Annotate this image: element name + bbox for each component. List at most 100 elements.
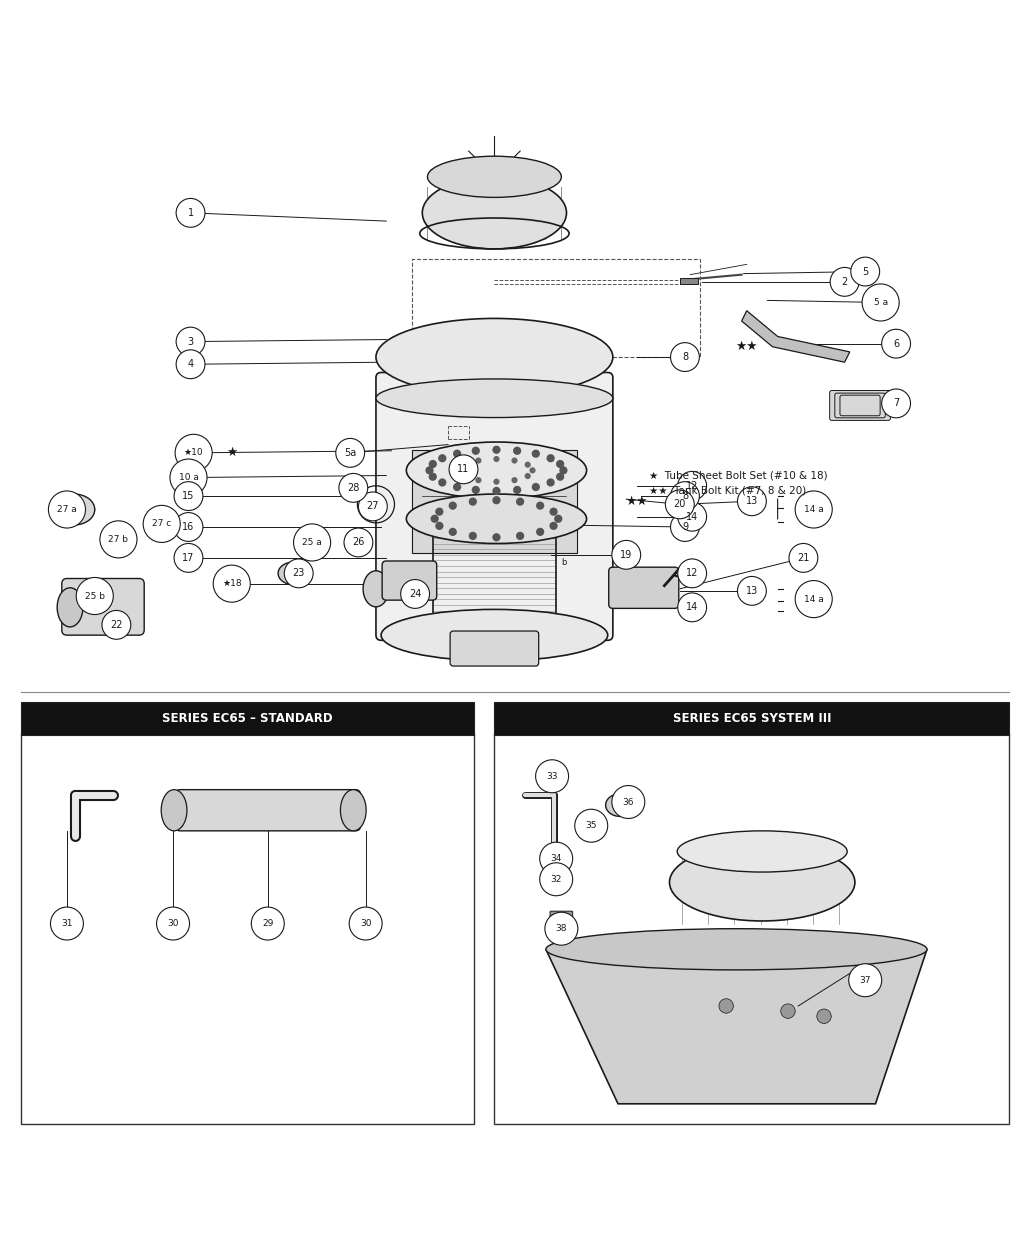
Text: 30: 30 (359, 919, 372, 929)
Text: 27: 27 (367, 501, 379, 512)
Polygon shape (742, 311, 850, 362)
FancyBboxPatch shape (494, 733, 1009, 1124)
FancyBboxPatch shape (382, 561, 437, 600)
Circle shape (174, 481, 203, 510)
Circle shape (176, 198, 205, 227)
FancyBboxPatch shape (412, 450, 577, 553)
Circle shape (513, 486, 521, 494)
Text: 14: 14 (686, 512, 698, 522)
Circle shape (575, 809, 608, 842)
Circle shape (862, 284, 899, 321)
Text: 37: 37 (859, 975, 871, 985)
Circle shape (524, 472, 530, 479)
Text: 15: 15 (182, 491, 195, 501)
Text: SERIES EC65 – STANDARD: SERIES EC65 – STANDARD (162, 712, 333, 724)
Circle shape (882, 389, 911, 418)
Circle shape (524, 461, 530, 467)
Circle shape (737, 576, 766, 605)
Text: ★: ★ (227, 577, 237, 590)
Text: SERIES EC65 SYSTEM III: SERIES EC65 SYSTEM III (673, 712, 831, 724)
Circle shape (436, 508, 444, 515)
Circle shape (401, 580, 430, 609)
Circle shape (102, 610, 131, 639)
Circle shape (536, 501, 544, 510)
Ellipse shape (422, 176, 566, 249)
Circle shape (849, 964, 882, 997)
Circle shape (559, 466, 568, 475)
Circle shape (425, 466, 434, 475)
Circle shape (536, 528, 544, 536)
Circle shape (737, 486, 766, 515)
Ellipse shape (541, 869, 566, 885)
Circle shape (284, 559, 313, 587)
Text: 25 a: 25 a (302, 538, 322, 547)
Circle shape (438, 479, 446, 486)
Circle shape (251, 907, 284, 940)
Circle shape (678, 593, 707, 621)
Circle shape (336, 438, 365, 467)
Text: 32: 32 (550, 874, 562, 883)
Circle shape (339, 474, 368, 503)
Circle shape (665, 490, 694, 519)
Ellipse shape (406, 442, 587, 499)
Ellipse shape (54, 494, 95, 525)
Circle shape (547, 454, 555, 462)
Text: 26: 26 (352, 538, 365, 547)
Text: 35: 35 (585, 822, 597, 830)
Circle shape (428, 472, 437, 481)
Circle shape (513, 446, 521, 455)
Circle shape (349, 907, 382, 940)
FancyBboxPatch shape (609, 567, 679, 609)
Text: 21: 21 (797, 553, 810, 563)
Ellipse shape (381, 610, 608, 662)
Circle shape (795, 491, 832, 528)
Text: 14 a: 14 a (803, 595, 824, 604)
Circle shape (469, 498, 477, 505)
Text: 10 a: 10 a (178, 472, 199, 483)
Text: 11: 11 (457, 465, 470, 474)
Ellipse shape (606, 794, 634, 816)
Text: ★  Tube Sheet Bolt Set (#10 & 18): ★ Tube Sheet Bolt Set (#10 & 18) (649, 470, 827, 480)
Circle shape (671, 343, 699, 372)
Circle shape (493, 456, 500, 462)
Text: 2: 2 (842, 277, 848, 287)
Circle shape (678, 559, 707, 587)
Text: ★★: ★★ (735, 340, 758, 353)
FancyBboxPatch shape (834, 393, 886, 418)
Circle shape (174, 513, 203, 542)
Circle shape (449, 501, 457, 510)
Ellipse shape (427, 156, 561, 198)
FancyBboxPatch shape (840, 396, 880, 416)
Text: 16: 16 (182, 522, 195, 532)
Text: 33: 33 (546, 772, 558, 781)
Circle shape (449, 528, 457, 536)
Ellipse shape (376, 319, 613, 396)
Ellipse shape (670, 844, 855, 921)
Text: 31: 31 (61, 919, 73, 929)
Text: 29: 29 (262, 919, 274, 929)
Ellipse shape (340, 790, 366, 830)
Circle shape (469, 532, 477, 541)
FancyBboxPatch shape (829, 391, 890, 421)
Circle shape (549, 508, 557, 515)
Text: 14: 14 (686, 602, 698, 612)
Polygon shape (546, 949, 927, 1104)
Circle shape (882, 329, 911, 358)
Circle shape (678, 503, 707, 532)
Text: 12: 12 (686, 568, 698, 578)
Text: 13: 13 (746, 496, 758, 507)
Circle shape (76, 577, 113, 615)
Circle shape (540, 863, 573, 896)
Circle shape (781, 1004, 795, 1018)
FancyBboxPatch shape (62, 578, 144, 635)
Text: 9: 9 (682, 522, 688, 532)
Circle shape (462, 461, 469, 467)
Circle shape (671, 481, 699, 510)
Text: 27 b: 27 b (108, 534, 129, 544)
Text: 30: 30 (167, 919, 179, 929)
Circle shape (556, 460, 564, 469)
Circle shape (174, 543, 203, 572)
Circle shape (719, 999, 733, 1013)
Ellipse shape (278, 562, 309, 585)
Text: 12: 12 (686, 481, 698, 491)
